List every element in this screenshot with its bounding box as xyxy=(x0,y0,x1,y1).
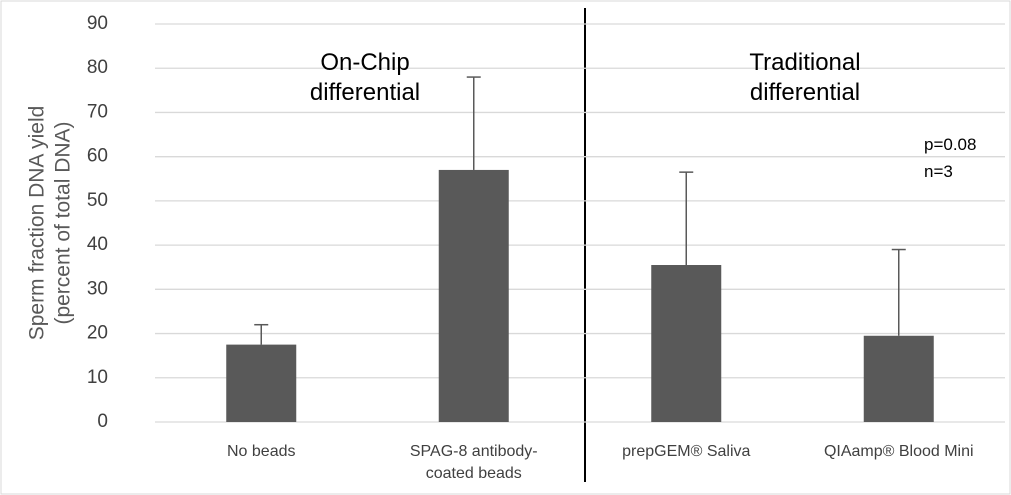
error-bar xyxy=(891,248,906,336)
y-axis-title: Sperm fraction DNA yield xyxy=(26,106,49,341)
y-tick-label: 70 xyxy=(87,101,108,122)
y-tick-label: 40 xyxy=(87,234,108,255)
y-tick-label: 30 xyxy=(87,278,108,299)
y-tick-label: 90 xyxy=(87,13,108,34)
x-tick-label: QIAamp® Blood Mini xyxy=(823,443,974,460)
bar xyxy=(651,265,722,422)
y-tick-label: 50 xyxy=(87,190,108,211)
bar xyxy=(226,344,297,422)
y-tick-label: 0 xyxy=(97,411,108,432)
annotation: On-Chip differential xyxy=(309,49,421,106)
y-axis-title: (percent of total DNA) xyxy=(52,121,75,324)
annotation: Traditional differential xyxy=(749,49,861,106)
y-tick-label: 80 xyxy=(87,57,108,78)
error-bar xyxy=(679,171,694,266)
x-tick-label: prepGEM® Saliva xyxy=(622,443,751,460)
annotation: n=3 xyxy=(924,162,953,181)
y-tick-label: 10 xyxy=(87,367,108,388)
annotation: p=0.08 xyxy=(924,135,977,154)
error-bar xyxy=(466,76,481,170)
x-tick-label: No beads xyxy=(227,443,296,460)
y-tick-label: 60 xyxy=(87,146,108,167)
y-tick-label: 20 xyxy=(87,323,108,344)
error-bar xyxy=(254,323,269,345)
x-tick-label: SPAG-8 antibody-coated beads xyxy=(409,443,538,482)
bar xyxy=(863,335,934,422)
bar xyxy=(438,169,509,422)
